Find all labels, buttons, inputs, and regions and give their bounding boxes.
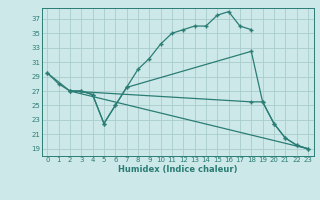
- X-axis label: Humidex (Indice chaleur): Humidex (Indice chaleur): [118, 165, 237, 174]
